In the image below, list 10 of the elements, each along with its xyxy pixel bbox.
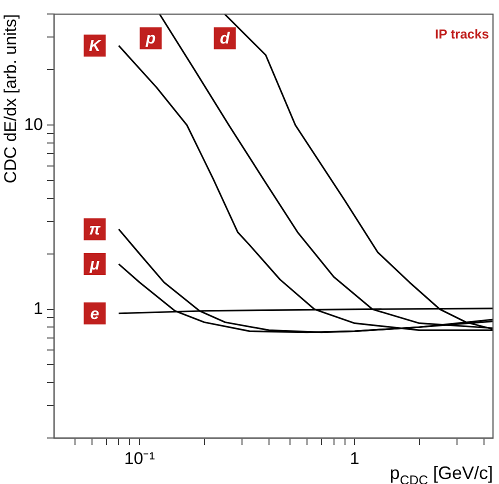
x-tick-label: 10⁻¹	[124, 448, 156, 468]
y-tick-label: 10	[24, 114, 43, 134]
annotation: IP tracks	[435, 26, 489, 42]
series-label: d	[220, 30, 231, 48]
y-axis-title: CDC dE/dx [arb. units]	[1, 14, 20, 184]
series-label: e	[90, 306, 100, 323]
series-label: K	[88, 38, 102, 56]
series-label: μ	[88, 256, 100, 274]
series-label: p	[144, 30, 156, 48]
series-label: π	[89, 222, 102, 239]
